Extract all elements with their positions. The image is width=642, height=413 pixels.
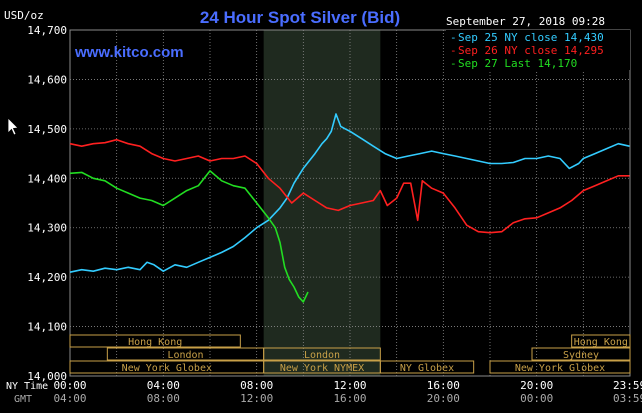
session-label: New York Globex [122,363,212,374]
legend-box [446,30,630,70]
x-tick-label-ny: 23:59 [613,379,642,392]
y-tick-label: 14,500 [27,123,67,136]
y-tick-label: 14,000 [27,370,67,383]
session-label: New York NYMEX [280,363,364,374]
x-tick-label-ny: 20:00 [520,379,553,392]
session-label: NY Globex [400,363,454,374]
y-tick-label: 14,300 [27,222,67,235]
x-tick-label-ny: 04:00 [147,379,180,392]
y-tick-label: 14,400 [27,172,67,185]
legend-entry-1: Sep 25 NY close 14,430 [458,31,604,44]
ny-time-label: NY Time [6,381,48,392]
session-box [263,347,381,361]
session-label: Hong Kong [574,337,628,348]
legend-marker: - [450,31,457,44]
y-tick-label: 14,600 [27,73,67,86]
x-tick-label-gmt: 16:00 [333,392,366,405]
x-tick-label-ny: 12:00 [333,379,366,392]
x-tick-label-gmt: 12:00 [240,392,273,405]
series-line-2 [69,138,630,234]
session-label: New York Globex [515,363,605,374]
x-tick-label-ny: 08:00 [240,379,273,392]
session-box [69,334,241,348]
legend-entry-3: Sep 27 Last 14,170 [458,57,577,70]
unit-label: USD/oz [4,9,44,22]
session-box [531,347,631,361]
legend-marker: - [450,44,457,57]
session-box [571,334,631,348]
session-label: Hong Kong [128,337,182,348]
x-tick-label-gmt: 03:59 [613,392,642,405]
x-tick-label-gmt: 04:00 [53,392,86,405]
x-tick-label-ny: 16:00 [427,379,460,392]
x-tick-label-gmt: 20:00 [427,392,460,405]
session-label: Sydney [563,350,599,361]
y-tick-label: 14,100 [27,321,67,334]
mouse-cursor-icon [7,117,19,136]
x-tick-label-ny: 00:00 [53,379,86,392]
series-line-3 [69,170,309,303]
y-tick-label: 14,700 [27,24,67,37]
legend-entry-2: Sep 26 NY close 14,295 [458,44,604,57]
session-label: London [167,350,203,361]
chart-title: 24 Hour Spot Silver (Bid) [200,8,400,27]
session-label: London [304,350,340,361]
session-box [379,360,475,374]
watermark-url: www.kitco.com [74,44,184,61]
x-tick-label-gmt: 00:00 [520,392,553,405]
session-box [489,360,631,374]
chart-timestamp: September 27, 2018 09:28 [446,15,605,28]
gmt-label: GMT [14,394,32,405]
legend-marker: - [450,57,457,70]
x-tick-label-gmt: 08:00 [147,392,180,405]
series-line-1 [69,113,630,273]
y-tick-label: 14,200 [27,271,67,284]
